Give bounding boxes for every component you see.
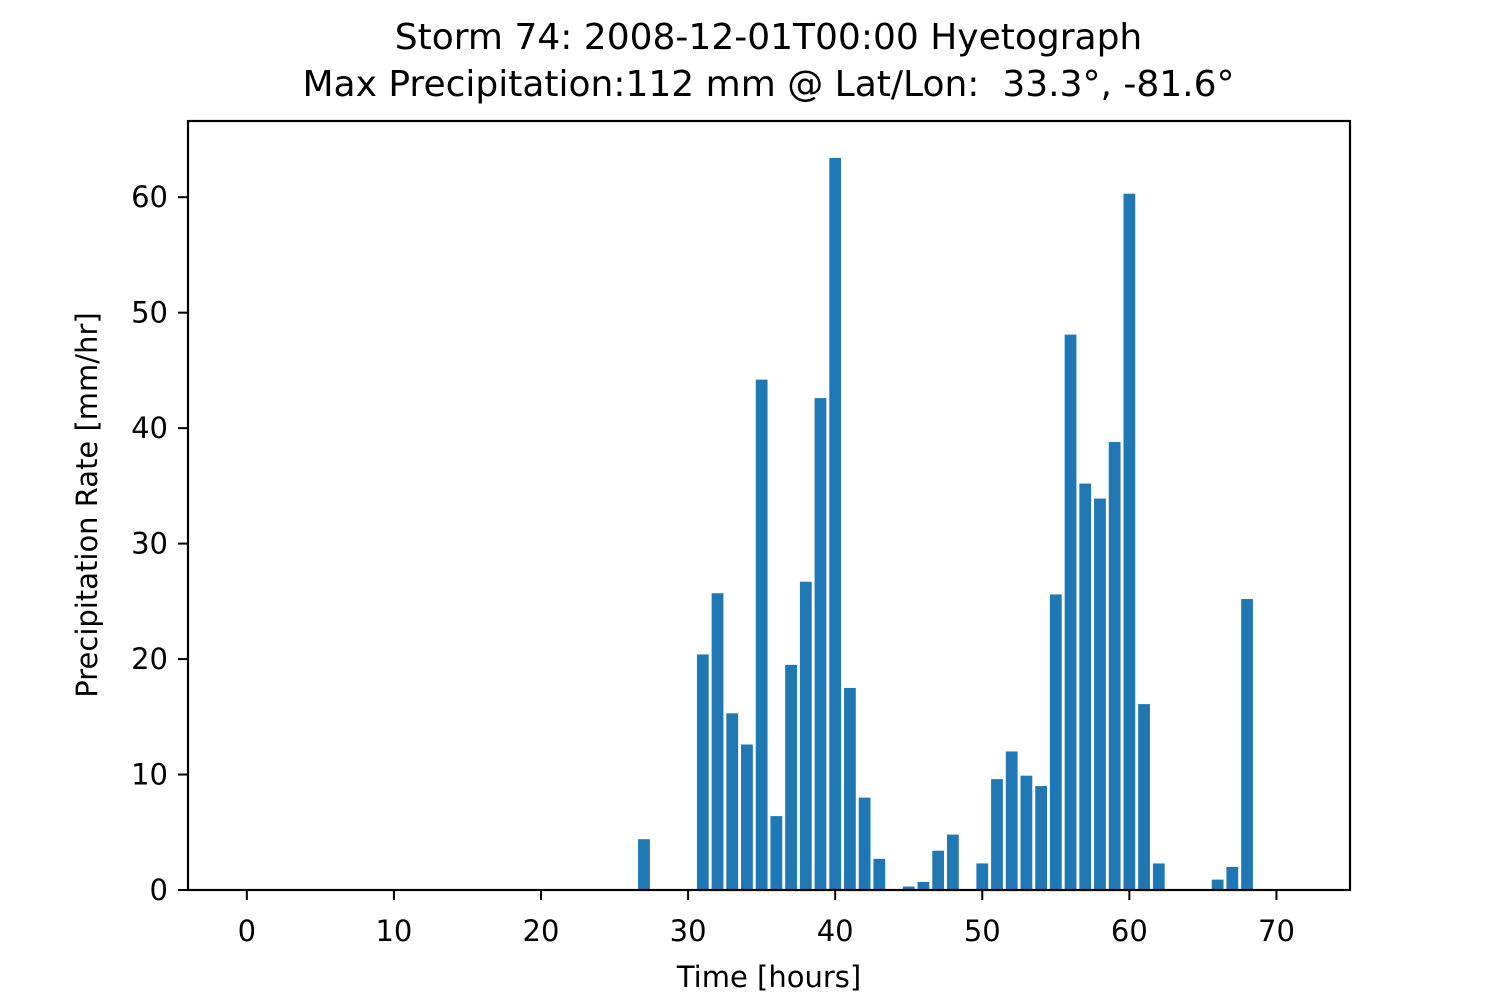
bar-hour-62	[1152, 863, 1165, 890]
x-tick-label: 70	[1258, 914, 1295, 948]
x-axis-label: Time [hours]	[676, 960, 861, 994]
y-tick-label: 30	[131, 527, 168, 561]
x-tick-label: 40	[817, 914, 854, 948]
y-axis-ticks: 0 10 20 30 40 50 60	[131, 180, 188, 907]
x-axis-ticks: 0 10 20 30 40 50 60 70	[238, 890, 1295, 948]
bar-series	[638, 157, 1253, 891]
y-tick-label: 50	[131, 296, 168, 330]
bar-hour-39	[814, 398, 827, 890]
plot-frame	[186, 119, 1352, 892]
bar-hour-59	[1108, 441, 1121, 890]
bar-hour-68	[1241, 599, 1253, 890]
bar-hour-55	[1049, 594, 1062, 890]
bar-hour-31	[696, 654, 709, 890]
x-tick-label: 10	[375, 914, 412, 948]
bar-hour-47	[932, 850, 945, 890]
bar-hour-32	[711, 593, 724, 890]
y-tick-label: 0	[150, 873, 168, 907]
bar-hour-67	[1226, 866, 1239, 890]
y-tick-label: 20	[131, 642, 168, 676]
bar-hour-43	[873, 858, 886, 890]
bar-hour-53	[1020, 775, 1033, 890]
bar-hour-66	[1211, 879, 1224, 890]
bar-hour-52	[1005, 751, 1018, 890]
bar-hour-45	[902, 886, 915, 890]
y-tick-label: 40	[131, 411, 168, 445]
bar-hour-56	[1064, 334, 1077, 890]
bar-hour-48	[946, 834, 959, 890]
chart-subtitle: Max Precipitation:112 mm @ Lat/Lon: 33.3…	[302, 64, 1235, 105]
bar-hour-40	[829, 157, 842, 890]
bar-hour-61	[1138, 704, 1150, 890]
x-tick-label: 50	[964, 914, 1001, 948]
bar-hour-27	[638, 839, 650, 890]
bar-hour-42	[858, 797, 871, 890]
bar-hour-46	[917, 881, 930, 890]
bar-hour-54	[1035, 786, 1047, 890]
x-tick-label: 20	[523, 914, 560, 948]
bar-hour-58	[1094, 498, 1106, 890]
bar-hour-36	[770, 816, 783, 890]
bar-hour-38	[799, 581, 812, 890]
x-tick-label: 30	[670, 914, 707, 948]
x-tick-label: 60	[1111, 914, 1148, 948]
y-tick-label: 60	[131, 180, 168, 214]
x-tick-label: 0	[238, 914, 256, 948]
bar-hour-37	[785, 664, 797, 890]
bar-hour-60	[1123, 193, 1136, 891]
bar-hour-41	[844, 687, 856, 890]
y-axis-label: Precipitation Rate [mm/hr]	[70, 312, 104, 697]
bar-hour-35	[755, 379, 768, 890]
bar-hour-51	[991, 779, 1003, 890]
bar-hour-33	[726, 713, 739, 890]
bar-hour-34	[741, 744, 753, 890]
bar-hour-57	[1079, 483, 1092, 890]
chart-title: Storm 74: 2008-12-01T00:00 Hyetograph	[394, 17, 1143, 58]
bar-hour-50	[976, 863, 989, 890]
y-tick-label: 10	[131, 758, 168, 792]
